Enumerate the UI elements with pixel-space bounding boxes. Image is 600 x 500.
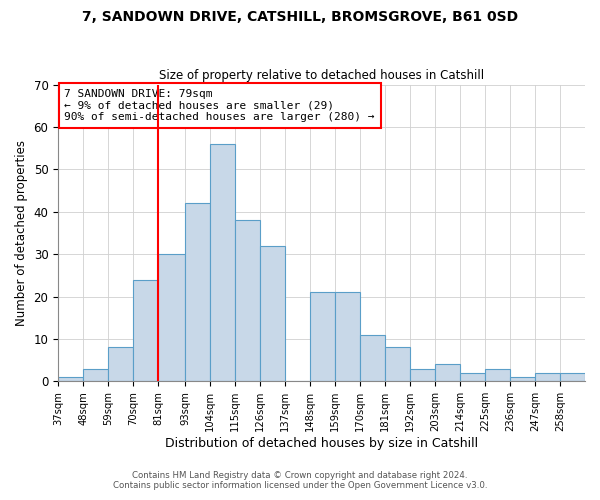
Bar	[185, 204, 211, 382]
Bar	[211, 144, 235, 382]
Bar	[260, 246, 285, 382]
Bar	[435, 364, 460, 382]
Bar	[385, 348, 410, 382]
Bar	[535, 373, 560, 382]
Bar	[158, 254, 185, 382]
Bar	[485, 368, 510, 382]
Y-axis label: Number of detached properties: Number of detached properties	[15, 140, 28, 326]
Bar	[83, 368, 108, 382]
Bar	[310, 292, 335, 382]
Text: Contains HM Land Registry data © Crown copyright and database right 2024.
Contai: Contains HM Land Registry data © Crown c…	[113, 470, 487, 490]
Bar	[108, 348, 133, 382]
Bar	[560, 373, 585, 382]
Bar	[133, 280, 158, 382]
Bar	[58, 377, 83, 382]
Bar	[410, 368, 435, 382]
Bar	[360, 334, 385, 382]
X-axis label: Distribution of detached houses by size in Catshill: Distribution of detached houses by size …	[165, 437, 478, 450]
Text: 7 SANDOWN DRIVE: 79sqm
← 9% of detached houses are smaller (29)
90% of semi-deta: 7 SANDOWN DRIVE: 79sqm ← 9% of detached …	[64, 89, 375, 122]
Bar	[460, 373, 485, 382]
Bar	[335, 292, 360, 382]
Title: Size of property relative to detached houses in Catshill: Size of property relative to detached ho…	[159, 69, 484, 82]
Bar	[510, 377, 535, 382]
Bar	[235, 220, 260, 382]
Text: 7, SANDOWN DRIVE, CATSHILL, BROMSGROVE, B61 0SD: 7, SANDOWN DRIVE, CATSHILL, BROMSGROVE, …	[82, 10, 518, 24]
